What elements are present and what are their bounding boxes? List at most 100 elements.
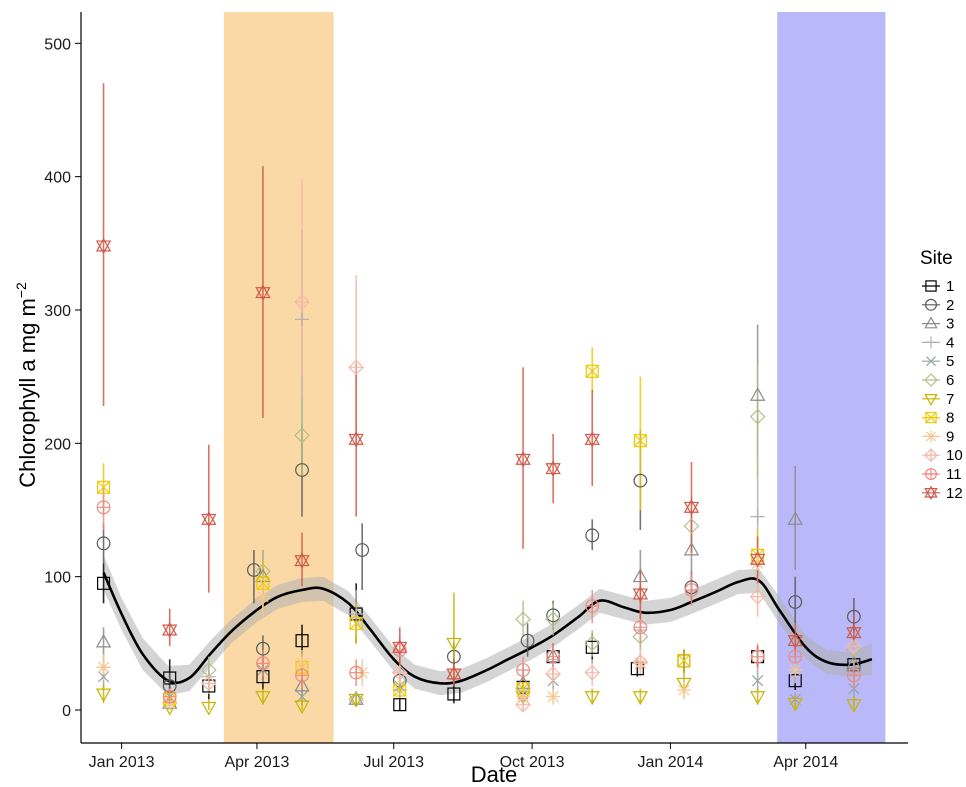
marker-path [749, 408, 766, 425]
marker-path [97, 480, 110, 494]
marker-path [924, 373, 938, 387]
marker-path [201, 511, 217, 525]
marker-circle [846, 609, 861, 624]
marker-path [257, 590, 269, 603]
data-point-site-11 [96, 500, 111, 515]
data-point-site-2 [96, 536, 111, 551]
marker-path [516, 663, 530, 677]
marker-path [255, 691, 271, 705]
data-point-site-2 [295, 463, 309, 477]
smooth-fit-line [102, 572, 873, 685]
marker-path [632, 588, 649, 603]
data-point-site-10 [846, 638, 862, 654]
data-point-site-10 [749, 588, 766, 605]
data-point-site-7 [255, 691, 271, 705]
marker-path [446, 665, 462, 680]
marker-path [393, 683, 407, 697]
legend-key-marker [924, 485, 938, 501]
data-point-site-12 [545, 460, 561, 477]
marker-square [295, 634, 309, 648]
legend-label: 10 [946, 447, 963, 464]
legend-key-marker [924, 468, 937, 481]
legend-label: 3 [946, 316, 954, 333]
marker-path [632, 628, 649, 645]
marker-path [924, 488, 938, 501]
marker-path [685, 583, 698, 597]
x-ticks: Jan 2013 Apr 2013 Jul 2013 Oct 2013 Jan 2014… [89, 743, 838, 771]
marker-circle [788, 595, 803, 609]
data-point-site-9 [96, 660, 111, 675]
legend-key-marker [924, 316, 938, 329]
data-point-site-12 [95, 237, 112, 255]
marker-path [296, 657, 308, 670]
marker-path [926, 356, 936, 367]
data-point-site-6 [545, 611, 561, 628]
data-point-site-10 [294, 294, 310, 310]
marker-path [926, 431, 936, 442]
marker-path [294, 700, 310, 715]
legend-item-site-10: 10 [922, 447, 963, 464]
marker-path [846, 638, 861, 653]
data-point-site-7 [95, 688, 112, 703]
marker-path [633, 434, 647, 448]
marker-path [348, 433, 364, 448]
legend-label: 11 [946, 466, 962, 483]
data-point-site-5 [296, 690, 308, 703]
legend-item-site-5: 5 [922, 353, 954, 370]
data-point-site-11 [750, 649, 765, 664]
marker-path [97, 661, 110, 674]
data-point-site-10 [545, 666, 561, 682]
marker-path [787, 697, 803, 712]
marker-path [201, 513, 217, 528]
marker-path [255, 287, 271, 301]
marker-path [750, 589, 765, 604]
marker-circle [256, 641, 270, 656]
data-point-site-10 [515, 696, 531, 713]
marker-path [846, 638, 862, 654]
marker-square [349, 616, 363, 630]
data-point-site-11 [585, 599, 600, 613]
y-tick-label: 300 [44, 303, 71, 320]
marker-path [846, 627, 862, 641]
data-point-site-6 [255, 563, 271, 580]
data-point-site-1 [295, 634, 309, 648]
data-point-site-1 [585, 640, 599, 654]
marker-path [515, 451, 531, 465]
marker-path [633, 654, 648, 669]
legend-label: 8 [946, 410, 954, 427]
data-point-site-11 [788, 649, 803, 664]
data-point-site-12 [749, 551, 766, 568]
data-point-site-6 [584, 635, 601, 652]
smooth-fit-layer [102, 555, 873, 696]
legend-key-marker [924, 394, 938, 407]
marker-path [789, 664, 801, 676]
data-point-site-2 [585, 528, 600, 543]
marker-path [545, 460, 561, 475]
legend-label: 2 [946, 297, 954, 314]
marker-path [162, 624, 178, 639]
marker-path [295, 669, 309, 682]
marker-path [97, 501, 110, 514]
marker-square [393, 698, 407, 712]
marker-path [349, 606, 364, 621]
marker-path [256, 576, 270, 590]
y-tick-label: 100 [44, 570, 71, 587]
data-point-site-12 [584, 431, 600, 448]
marker-path [584, 635, 601, 652]
data-point-site-8 [677, 654, 691, 668]
marker-path [295, 312, 310, 327]
marker-circle [585, 528, 600, 543]
legend-label: 1 [946, 278, 954, 295]
marker-path [787, 632, 803, 647]
marker-path [349, 666, 363, 679]
marker-path [162, 621, 178, 636]
data-point-site-6 [683, 518, 700, 534]
data-point-site-4 [349, 606, 364, 621]
marker-path [750, 509, 765, 524]
marker-path [95, 633, 112, 648]
data-point-site-12 [392, 639, 408, 656]
marker-path [925, 449, 937, 462]
data-point-site-11 [684, 583, 699, 597]
data-point-site-12 [348, 431, 364, 448]
marker-square [630, 662, 644, 676]
